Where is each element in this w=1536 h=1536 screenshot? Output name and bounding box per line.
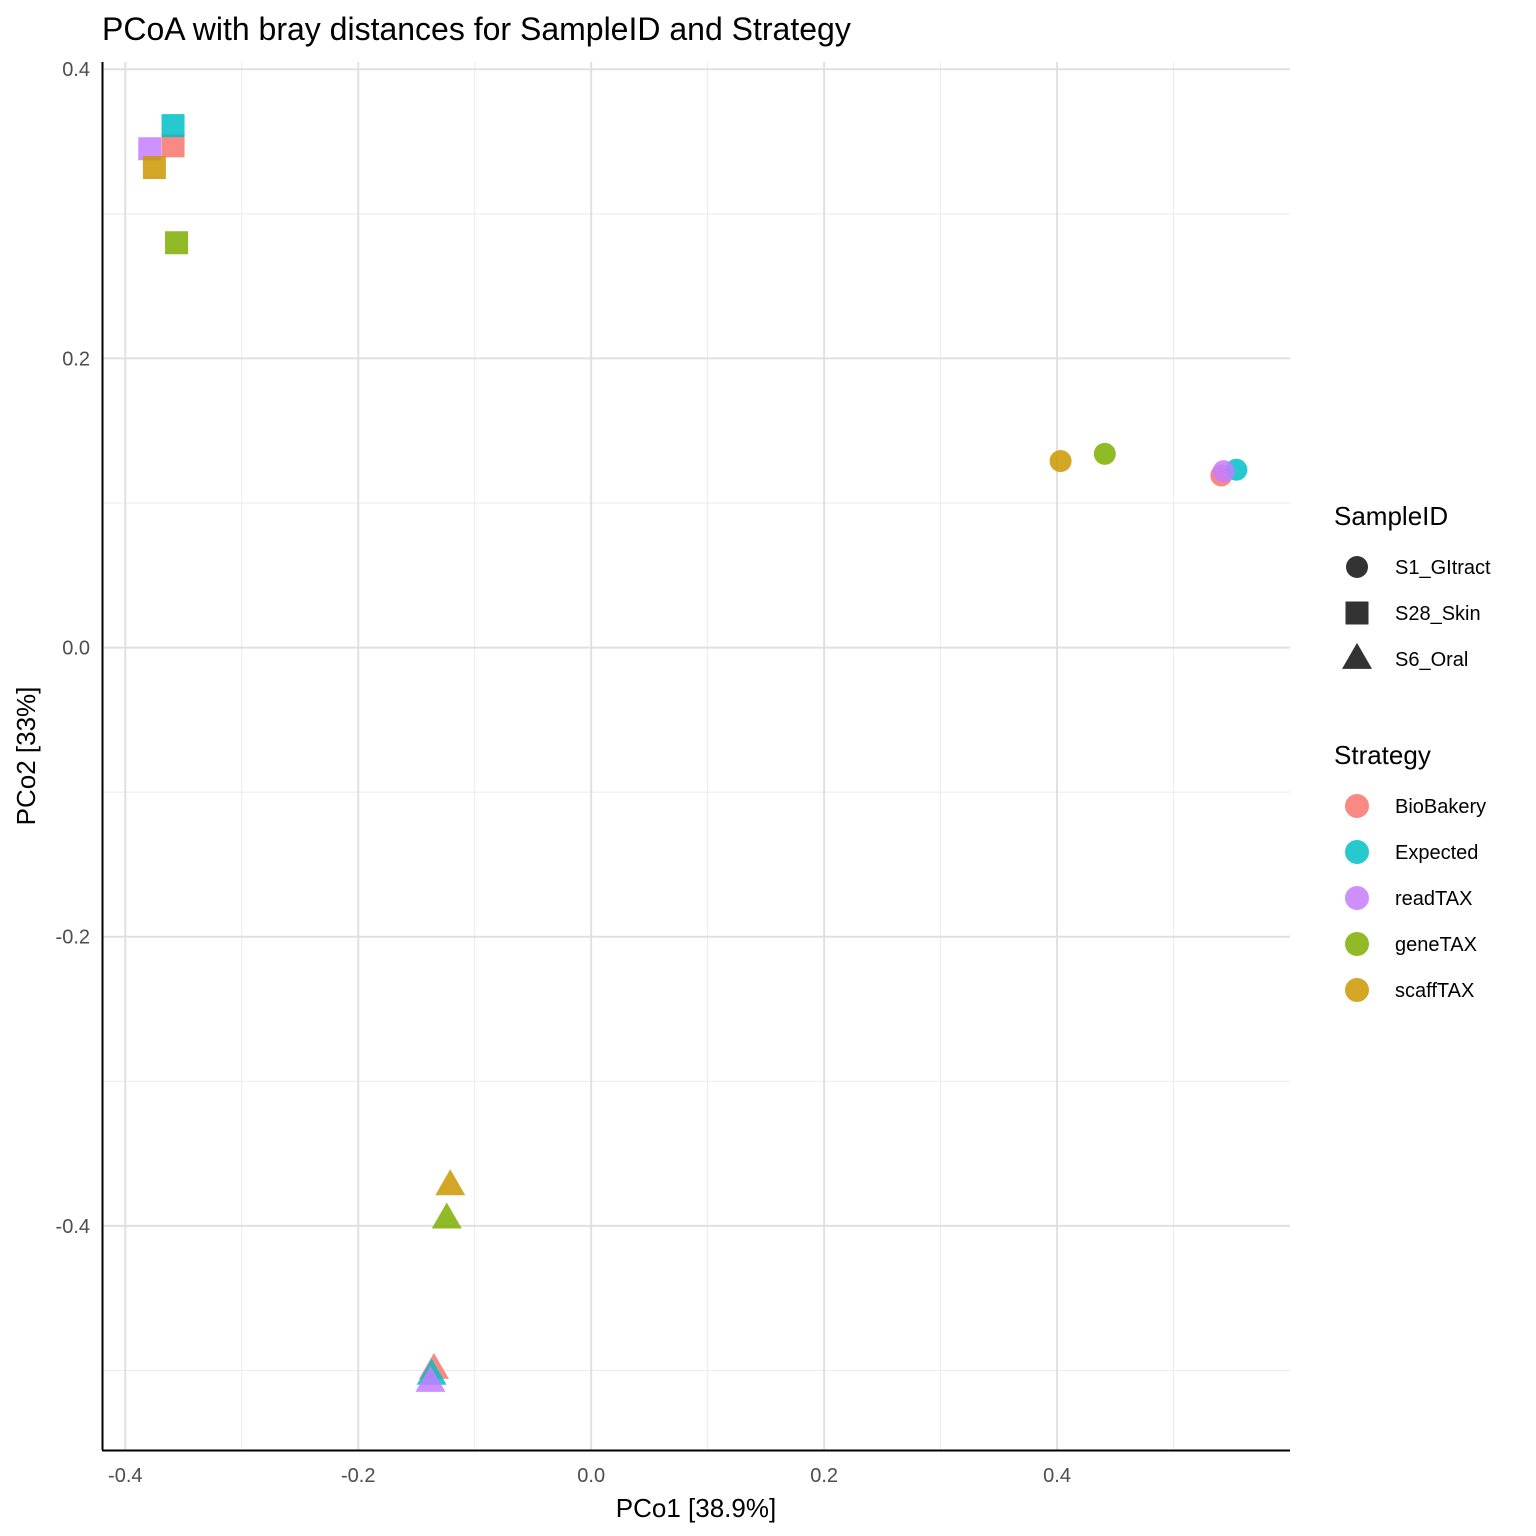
legend-strategy-label: scaffTAX — [1395, 980, 1474, 1002]
legend-color-swatch-icon — [1345, 794, 1369, 818]
legend-strategy-label: Expected — [1395, 842, 1478, 864]
point-s28-skin-biobakery — [161, 134, 185, 158]
y-tick-label: 0.2 — [62, 348, 90, 370]
y-tick-label: 0.4 — [62, 59, 90, 81]
grid-lines — [102, 62, 1290, 1450]
point-s28-skin-expected — [161, 114, 185, 138]
point-s28-skin-genetax — [165, 231, 189, 255]
legend-strategy-label: readTAX — [1395, 888, 1472, 910]
legend-strategy-label: BioBakery — [1395, 796, 1486, 818]
axes — [101, 62, 1290, 1452]
x-tick-label: 0.0 — [577, 1465, 605, 1487]
legend-shape-triangle-icon — [1342, 642, 1372, 669]
y-tick-label: -0.4 — [56, 1216, 90, 1238]
x-tick-label: 0.2 — [810, 1465, 838, 1487]
legend-strategy-label: geneTAX — [1395, 934, 1477, 956]
point-s1-gitract-scafftax — [1049, 450, 1072, 473]
legend-color-swatch-icon — [1345, 978, 1369, 1002]
legend-sampleid-label: S6_Oral — [1395, 649, 1468, 671]
legend-sampleid-label: S28_Skin — [1395, 603, 1481, 625]
point-s28-skin-scafftax — [142, 156, 166, 180]
legend-shape-circle-icon — [1346, 556, 1368, 578]
point-s6-oral-genetax — [431, 1202, 462, 1229]
y-axis-title: PCo2 [33%] — [11, 687, 41, 826]
chart-title: PCoA with bray distances for SampleID an… — [102, 11, 851, 47]
y-tick-label: -0.2 — [56, 927, 90, 949]
legend-shape-square-icon — [1345, 601, 1369, 625]
tick-labels: -0.4 -0.2 0.0 0.2 0.4 -0.4 -0.2 0.0 0.2 0.4 — [56, 59, 1071, 1487]
legend-strategy: Strategy BioBakery Expected readTAX geneTAX… — [1334, 740, 1486, 1002]
legend-sampleid-title: SampleID — [1334, 501, 1448, 531]
legend-color-swatch-icon — [1345, 932, 1369, 956]
point-s28-skin-readtax — [138, 137, 162, 161]
point-s1-gitract-genetax — [1093, 442, 1116, 465]
y-tick-label: 0.0 — [62, 638, 90, 660]
point-s1-gitract-readtax — [1212, 460, 1235, 483]
x-tick-label: 0.4 — [1043, 1465, 1071, 1487]
point-s6-oral-readtax — [415, 1365, 446, 1392]
legend-sampleid-label: S1_GItract — [1395, 557, 1491, 579]
legend-color-swatch-icon — [1345, 840, 1369, 864]
legend-color-swatch-icon — [1345, 886, 1369, 910]
x-tick-label: -0.4 — [108, 1465, 142, 1487]
legend-strategy-title: Strategy — [1334, 740, 1431, 770]
point-s6-oral-scafftax — [435, 1169, 466, 1196]
legend-sampleid: SampleID S1_GItract S28_Skin S6_Oral — [1334, 501, 1491, 671]
x-axis-title: PCo1 [38.9%] — [616, 1493, 776, 1523]
x-tick-label: -0.2 — [341, 1465, 375, 1487]
data-points — [138, 114, 1248, 1392]
